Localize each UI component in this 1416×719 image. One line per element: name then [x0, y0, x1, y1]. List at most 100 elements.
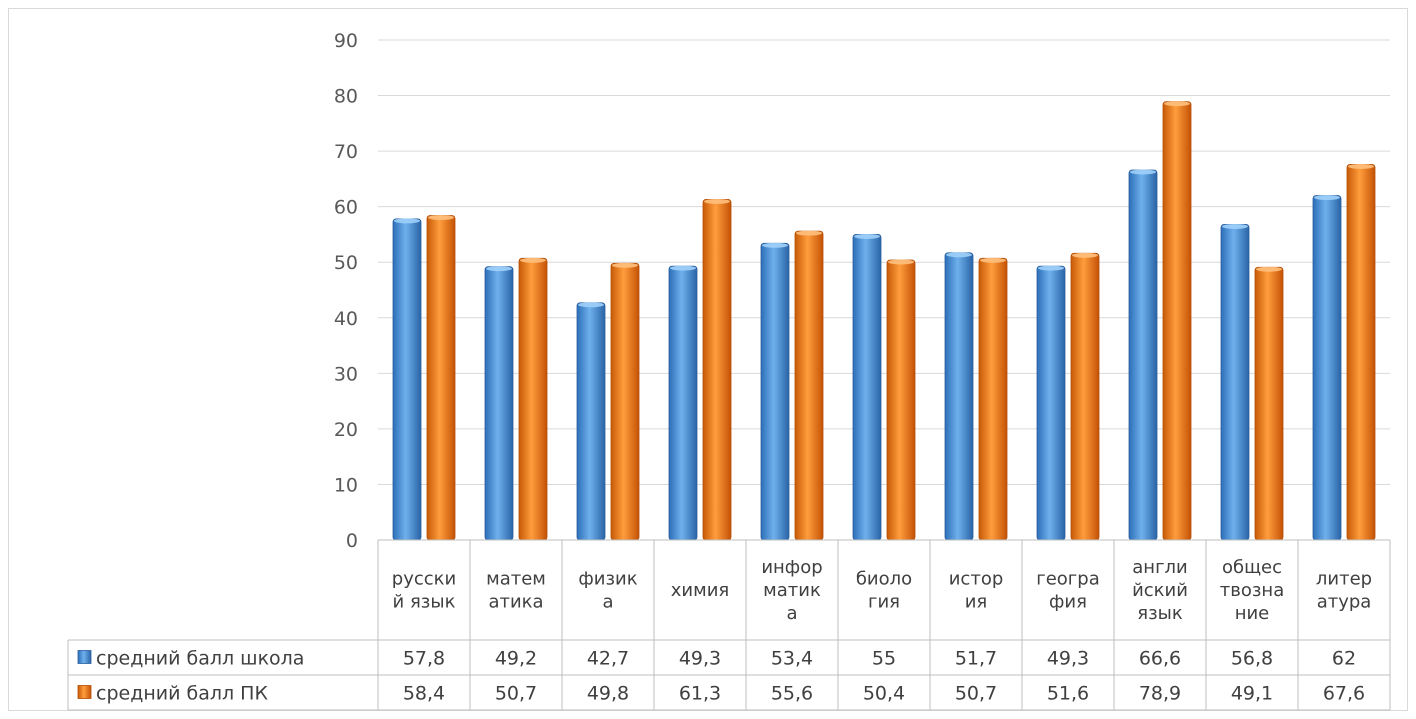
data-value-label: 50,4	[863, 683, 905, 705]
bar	[668, 265, 698, 541]
data-value-label: 55,6	[771, 683, 813, 705]
bar	[610, 262, 640, 541]
y-tick-label: 50	[334, 252, 358, 274]
bar-highlight	[612, 262, 638, 268]
data-value-label: 53,4	[771, 648, 813, 670]
bar	[1070, 252, 1100, 541]
data-value-label: 49,3	[1047, 648, 1089, 670]
bar	[518, 257, 548, 541]
bar	[1254, 266, 1284, 541]
bars	[392, 101, 1376, 541]
category-label: гия	[868, 592, 900, 613]
bar-highlight	[428, 215, 454, 221]
bar-highlight	[670, 265, 696, 271]
bar-highlight	[1222, 223, 1248, 229]
y-tick-label: 40	[334, 308, 358, 330]
bar-highlight	[1130, 169, 1156, 175]
bar	[576, 302, 606, 541]
category-label: литер	[1316, 569, 1372, 590]
category-label: й язык	[393, 592, 456, 613]
category-label: йский	[1132, 580, 1188, 601]
bar	[392, 218, 422, 541]
category-label: общес	[1222, 557, 1282, 578]
data-value-label: 78,9	[1139, 683, 1181, 705]
bar	[794, 230, 824, 541]
y-axis: 0 10 20 30 40 50 60 70 80 90	[334, 30, 358, 552]
bar	[426, 215, 456, 541]
y-tick-label: 60	[334, 197, 358, 219]
bar	[702, 199, 732, 541]
legend-label: средний балл школа	[96, 648, 304, 670]
bar-highlight	[946, 252, 972, 258]
bar	[1312, 195, 1342, 541]
y-tick-label: 30	[334, 363, 358, 385]
bar-highlight	[486, 266, 512, 272]
category-label: атика	[488, 592, 543, 613]
data-value-label: 51,7	[955, 648, 997, 670]
data-value-label: 56,8	[1231, 648, 1273, 670]
category-label: фия	[1049, 592, 1087, 613]
y-tick-label: 90	[334, 30, 358, 52]
bar-highlight	[1348, 163, 1374, 169]
y-tick-label: 80	[334, 86, 358, 108]
category-label: а	[786, 603, 797, 624]
bar-highlight	[854, 233, 880, 239]
y-tick-label: 20	[334, 419, 358, 441]
bar-highlight	[1314, 195, 1340, 201]
data-value-label: 49,1	[1231, 683, 1273, 705]
data-value-label: 66,6	[1139, 648, 1181, 670]
category-label: геогра	[1036, 569, 1099, 590]
category-label: матем	[486, 569, 546, 590]
data-value-label: 42,7	[587, 648, 629, 670]
bar-highlight	[1164, 101, 1190, 107]
bar-highlight	[704, 198, 730, 204]
category-label: язык	[1137, 603, 1183, 624]
data-value-label: 58,4	[403, 683, 445, 705]
data-value-label: 51,6	[1047, 683, 1089, 705]
data-value-label: 49,2	[495, 648, 537, 670]
data-value-label: 61,3	[679, 683, 721, 705]
bar-highlight	[796, 230, 822, 236]
category-label: инфор	[761, 557, 822, 578]
category-label: русски	[392, 569, 456, 590]
category-label: биоло	[856, 569, 912, 590]
bar	[1162, 101, 1192, 541]
legend-key	[77, 650, 92, 664]
category-label: химия	[671, 580, 729, 601]
data-value-label: 55	[872, 648, 896, 670]
legend-key	[77, 685, 92, 699]
bar-highlight	[578, 302, 604, 308]
bar-highlight	[762, 242, 788, 248]
bar	[978, 257, 1008, 541]
category-label: а	[602, 592, 613, 613]
bar	[852, 234, 882, 541]
bar	[1036, 265, 1066, 541]
data-value-label: 49,3	[679, 648, 721, 670]
bar	[760, 242, 790, 541]
bar	[1128, 169, 1158, 541]
data-value-label: 57,8	[403, 648, 445, 670]
data-value-label: 49,8	[587, 683, 629, 705]
bar	[944, 252, 974, 541]
data-value-label: 50,7	[495, 683, 537, 705]
y-tick-label: 0	[346, 530, 358, 552]
bar	[1220, 224, 1250, 541]
data-value-label: 62	[1332, 648, 1356, 670]
bar-highlight	[394, 218, 420, 224]
bar	[1346, 164, 1376, 541]
y-tick-label: 70	[334, 141, 358, 163]
bar	[886, 259, 916, 541]
bar-highlight	[980, 257, 1006, 263]
data-value-label: 67,6	[1323, 683, 1365, 705]
category-label: ия	[965, 592, 988, 613]
data-value-label: 50,7	[955, 683, 997, 705]
bar-highlight	[888, 259, 914, 265]
category-label: матик	[763, 580, 821, 601]
category-label: атура	[1317, 592, 1372, 613]
category-label: физик	[578, 569, 637, 590]
category-label: англи	[1132, 557, 1187, 578]
y-tick-label: 10	[334, 474, 358, 496]
bar-highlight	[1038, 265, 1064, 271]
